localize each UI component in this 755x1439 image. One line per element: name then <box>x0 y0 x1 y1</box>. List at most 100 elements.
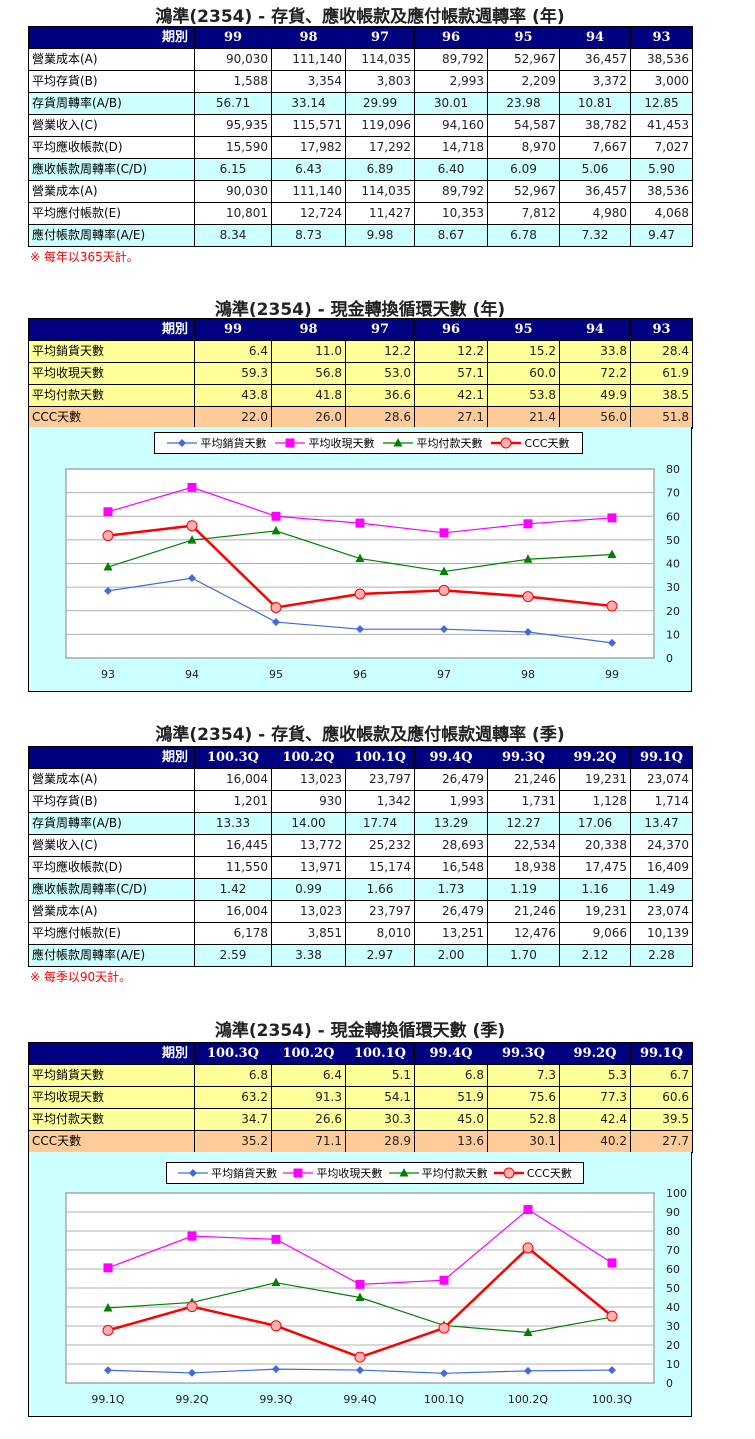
cell-value: 8.34 <box>194 224 272 247</box>
cell-value: 16,445 <box>194 834 272 857</box>
table-row: 平均存貨(B) 1,201 930 1,342 1,993 1,731 1,128 1,714 <box>28 790 693 813</box>
chart-legend: 平均銷貨天數 平均收現天數 平均付款天數 CCC天數 <box>154 432 583 454</box>
quarterly-ccc-chart: 0 10 20 30 40 50 60 70 80 90 100 99.1Q 99.2Q 99.3Q 99.… <box>28 1152 692 1417</box>
period-column-header: 100.3Q <box>194 746 272 769</box>
cell-value: 23.98 <box>487 92 560 115</box>
cell-value: 19,231 <box>559 768 631 791</box>
cell-value: 14.00 <box>271 812 346 835</box>
diamond-marker <box>272 618 280 627</box>
cell-value: 3,000 <box>630 70 693 93</box>
cell-value: 39.5 <box>630 1108 693 1131</box>
row-label: 平均付款天數 <box>28 1108 195 1131</box>
x-tick-label: 97 <box>437 668 451 681</box>
annual-ccc-table: 期別 99 98 97 96 95 94 93 平均銷貨天數 6.4 11.0 12.2 12.2 15.… <box>28 318 693 429</box>
row-label: 平均收現天數 <box>28 362 195 385</box>
cell-value: 114,035 <box>345 48 415 71</box>
legend-item: 平均銷貨天數 <box>178 1165 277 1181</box>
row-label: 平均銷貨天數 <box>28 1064 195 1087</box>
cell-value: 60.6 <box>630 1086 693 1109</box>
period-column-header: 99.3Q <box>487 1042 560 1065</box>
cell-value: 30.01 <box>414 92 488 115</box>
circle-marker <box>500 437 512 449</box>
triangle-marker <box>355 553 365 563</box>
cell-value: 90,030 <box>194 48 272 71</box>
cell-value: 1,342 <box>345 790 415 813</box>
line-chart-plot: 0 10 20 30 40 50 60 70 80 93 94 95 96 97 98 99 <box>65 463 680 681</box>
x-tick-label: 100.2Q <box>508 1393 548 1406</box>
cell-value: 1.70 <box>487 944 560 967</box>
header-row: 期別 100.3Q 100.2Q 100.1Q 99.4Q 99.3Q 99.2Q 99.1Q <box>28 1042 693 1065</box>
table-row: 平均應付帳款(E) 6,178 3,851 8,010 13,251 12,476 9,06… <box>28 922 693 945</box>
cell-value: 28.9 <box>345 1130 415 1153</box>
row-label: 平均收現天數 <box>28 1086 195 1109</box>
square-marker <box>439 1275 449 1285</box>
cell-value: 7.32 <box>559 224 631 247</box>
cell-value: 13,023 <box>271 900 346 923</box>
period-column-header: 93 <box>630 318 693 341</box>
cell-value: 10.81 <box>559 92 631 115</box>
row-label: 平均應付帳款(E) <box>28 202 195 225</box>
triangle-marker <box>523 1327 533 1336</box>
row-label: 平均存貨(B) <box>28 70 195 93</box>
cell-value: 3,372 <box>559 70 631 93</box>
cell-value: 1,993 <box>414 790 488 813</box>
cell-value: 63.2 <box>194 1086 272 1109</box>
cell-value: 9.47 <box>630 224 693 247</box>
square-marker <box>103 1263 113 1273</box>
cell-value: 71.1 <box>271 1130 346 1153</box>
table-row: 平均收現天數 63.2 91.3 54.1 51.9 75.6 77.3 60.6 <box>28 1086 693 1109</box>
cell-value: 12.85 <box>630 92 693 115</box>
cell-value: 27.1 <box>414 406 488 429</box>
x-tick-label: 99.2Q <box>175 1393 208 1406</box>
table-row: 應付帳款周轉率(A/E) 8.34 8.73 9.98 8.67 6.78 7.32 9.47 <box>28 224 693 247</box>
square-marker <box>439 528 449 538</box>
cell-value: 56.71 <box>194 92 272 115</box>
circle-marker <box>522 591 534 603</box>
triangle-marker <box>187 535 197 544</box>
table-row: 應付帳款周轉率(A/E) 2.59 3.38 2.97 2.00 1.70 2.12 2.28 <box>28 944 693 967</box>
cell-value: 43.8 <box>194 384 272 407</box>
diamond-marker <box>104 586 112 595</box>
circle-marker <box>186 1301 198 1313</box>
y-tick-label: 10 <box>666 1358 680 1371</box>
period-header: 期別 <box>28 1042 195 1065</box>
quarterly-turnover-table: 期別 100.3Q 100.2Q 100.1Q 99.4Q 99.3Q 99.2Q 99.1Q… <box>28 746 693 967</box>
cell-value: 25,232 <box>345 834 415 857</box>
cell-value: 27.7 <box>630 1130 693 1153</box>
row-label: 平均付款天數 <box>28 384 195 407</box>
legend-label: CCC天數 <box>526 1167 572 1180</box>
table-row: 平均付款天數 43.8 41.8 36.6 42.1 53.8 49.9 38.5 <box>28 384 693 407</box>
cell-value: 6.8 <box>414 1064 488 1087</box>
cell-value: 2.00 <box>414 944 488 967</box>
row-label: 營業成本(A) <box>28 48 195 71</box>
diamond-marker <box>440 1369 448 1378</box>
period-column-header: 100.2Q <box>271 1042 346 1065</box>
cell-value: 115,571 <box>271 114 346 137</box>
diamond-marker <box>440 625 448 634</box>
cell-value: 2.97 <box>345 944 415 967</box>
square-marker <box>271 511 281 521</box>
period-column-header: 98 <box>271 26 346 49</box>
x-tick-label: 95 <box>269 668 283 681</box>
diamond-marker <box>608 638 616 647</box>
cell-value: 38,536 <box>630 48 693 71</box>
cell-value: 49.9 <box>559 384 631 407</box>
legend-item: 平均收現天數 <box>283 1165 382 1181</box>
legend-line-icon <box>493 1167 524 1179</box>
cell-value: 23,797 <box>345 900 415 923</box>
cell-value: 114,035 <box>345 180 415 203</box>
period-header: 期別 <box>28 26 195 49</box>
legend-item: 平均銷貨天數 <box>167 435 266 451</box>
x-tick-label: 99.3Q <box>259 1393 292 1406</box>
cell-value: 111,140 <box>271 48 346 71</box>
header-row: 期別 100.3Q 100.2Q 100.1Q 99.4Q 99.3Q 99.2Q 99.1Q <box>28 746 693 769</box>
cell-value: 1.73 <box>414 878 488 901</box>
legend-line-icon <box>383 438 414 447</box>
table-row: 營業成本(A) 90,030 111,140 114,035 89,792 52,967 3… <box>28 48 693 71</box>
table-row: 應收帳款周轉率(C/D) 1.42 0.99 1.66 1.73 1.19 1.16 1.49 <box>28 878 693 901</box>
cell-value: 16,004 <box>194 900 272 923</box>
cell-value: 29.99 <box>345 92 415 115</box>
square-marker <box>103 507 113 517</box>
cell-value: 42.4 <box>559 1108 631 1131</box>
line-chart-plot: 0 10 20 30 40 50 60 70 80 90 100 99.1Q 99.2Q 99.3Q 99.… <box>65 1187 687 1406</box>
